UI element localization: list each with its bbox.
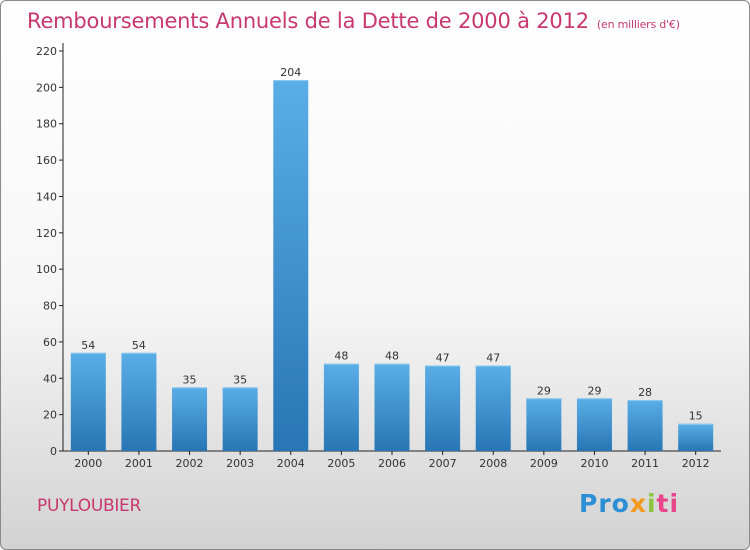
bar bbox=[678, 423, 714, 451]
commune-name: PUYLOUBIER bbox=[37, 496, 141, 516]
y-tick-label: 160 bbox=[36, 154, 57, 167]
x-tick-label: 2006 bbox=[378, 457, 406, 470]
bar bbox=[70, 352, 106, 451]
x-tick-label: 2009 bbox=[530, 457, 558, 470]
bar bbox=[222, 387, 258, 451]
x-tick-label: 2001 bbox=[125, 457, 153, 470]
x-tick-label: 2008 bbox=[479, 457, 507, 470]
y-tick-label: 180 bbox=[36, 118, 57, 131]
x-axis: 2000 2001 2002 2003 2004 2005 2006 2007 2008 2009… bbox=[63, 450, 721, 470]
data-label: 15 bbox=[689, 410, 703, 423]
data-label: 47 bbox=[486, 352, 500, 365]
value-labels: 54 54 35 35 204 48 48 47 47 29 29 28 15 bbox=[81, 66, 702, 423]
bars bbox=[70, 80, 714, 451]
y-axis: 0 20 40 60 80 100 120 140 160 180 200 220 bbox=[36, 43, 64, 458]
x-tick-label: 2011 bbox=[631, 457, 659, 470]
bar bbox=[121, 352, 157, 451]
data-label: 28 bbox=[638, 386, 652, 399]
data-label: 48 bbox=[334, 350, 348, 363]
data-label: 35 bbox=[183, 373, 197, 386]
bar bbox=[576, 398, 612, 451]
bar bbox=[374, 363, 410, 451]
y-tick-label: 40 bbox=[43, 372, 57, 385]
y-tick-label: 220 bbox=[36, 45, 57, 58]
logo-part-4: ti bbox=[656, 489, 680, 518]
bar bbox=[172, 387, 208, 451]
logo-part-3: i bbox=[646, 489, 657, 518]
x-tick-label: 2000 bbox=[74, 457, 102, 470]
data-label: 54 bbox=[81, 339, 95, 352]
y-tick-label: 60 bbox=[43, 336, 57, 349]
x-tick-label: 2004 bbox=[277, 457, 305, 470]
chart-title-text: Remboursements Annuels de la Dette de 20… bbox=[27, 9, 589, 33]
bar bbox=[475, 365, 511, 451]
y-tick-label: 100 bbox=[36, 263, 57, 276]
x-tick-label: 2007 bbox=[429, 457, 457, 470]
logo-part-2: x bbox=[629, 489, 647, 518]
y-tick-label: 20 bbox=[43, 409, 57, 422]
data-label: 54 bbox=[132, 339, 146, 352]
data-label: 204 bbox=[280, 66, 301, 79]
x-tick-label: 2003 bbox=[226, 457, 254, 470]
x-tick-label: 2012 bbox=[682, 457, 710, 470]
bar bbox=[425, 365, 461, 451]
x-tick-label: 2010 bbox=[580, 457, 608, 470]
proxiti-logo: Proxiti bbox=[579, 489, 679, 518]
chart-subtitle: (en milliers d'€) bbox=[596, 18, 680, 31]
logo-part-1: Pro bbox=[579, 489, 630, 518]
data-label: 29 bbox=[587, 384, 601, 397]
x-tick-label: 2005 bbox=[327, 457, 355, 470]
chart-title: Remboursements Annuels de la Dette de 20… bbox=[27, 9, 680, 33]
bar bbox=[526, 398, 562, 451]
data-label: 29 bbox=[537, 384, 551, 397]
data-label: 48 bbox=[385, 350, 399, 363]
y-tick-label: 120 bbox=[36, 227, 57, 240]
bar bbox=[627, 400, 663, 451]
y-tick-label: 80 bbox=[43, 300, 57, 313]
data-label: 47 bbox=[436, 352, 450, 365]
bar bbox=[273, 80, 309, 451]
x-tick-label: 2002 bbox=[176, 457, 204, 470]
bar bbox=[323, 363, 359, 451]
data-label: 35 bbox=[233, 373, 247, 386]
y-tick-label: 200 bbox=[36, 81, 57, 94]
y-tick-label: 0 bbox=[50, 445, 57, 458]
y-tick-label: 140 bbox=[36, 190, 57, 203]
